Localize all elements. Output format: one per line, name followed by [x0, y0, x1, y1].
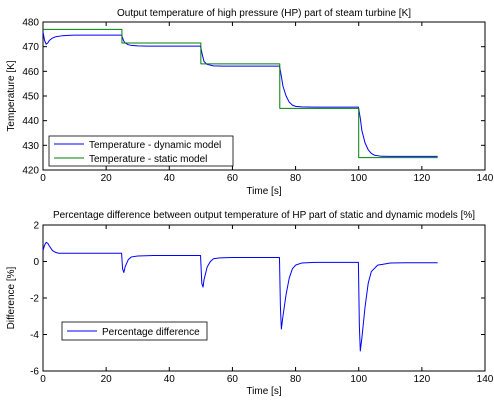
series-line-0 [42, 241, 438, 352]
x-tick-label: 100 [350, 173, 367, 184]
x-tick-label: 0 [40, 374, 46, 385]
axis-ticks: 0 20 40 60 80 100 120 140 -6 -4 -2 0 2 [30, 221, 494, 386]
series-line-1 [43, 28, 438, 159]
legend-box [61, 321, 208, 341]
plot-area [42, 224, 486, 372]
x-tick-label: 60 [227, 374, 239, 385]
x-tick-label: 100 [350, 374, 367, 385]
y-tick-label: 450 [22, 92, 39, 103]
x-tick-label: 120 [414, 173, 431, 184]
x-axis-label: Time [s] [246, 186, 281, 197]
legend-label-difference: Percentage difference [102, 327, 200, 338]
y-tick-label: 440 [22, 116, 39, 127]
series-layer [42, 28, 438, 159]
legend: Temperature - dynamic model Temperature … [48, 135, 234, 167]
x-tick-label: 20 [101, 374, 113, 385]
legend-label-static: Temperature - static model [89, 154, 207, 165]
x-tick-label: 140 [477, 173, 494, 184]
y-tick-label: 2 [33, 221, 39, 232]
x-tick-label: 80 [290, 374, 302, 385]
y-tick-label: 0 [33, 257, 39, 268]
x-tick-label: 40 [164, 374, 176, 385]
y-axis-label: Temperature [K] [6, 60, 17, 131]
x-tick-label: 60 [227, 173, 239, 184]
y-tick-label: -6 [30, 367, 39, 378]
legend-box [48, 135, 234, 167]
x-tick-label: 20 [101, 173, 113, 184]
y-tick-label: 480 [22, 18, 39, 29]
x-tick-label: 140 [477, 374, 494, 385]
x-axis-label: Time [s] [246, 386, 281, 397]
difference-plot: Percentage difference between output tem… [6, 210, 494, 397]
x-tick-label: 120 [414, 374, 431, 385]
x-tick-label: 0 [40, 173, 46, 184]
y-axis-label: Difference [%] [6, 266, 17, 329]
x-tick-label: 40 [164, 173, 176, 184]
chart-title: Output temperature of high pressure (HP)… [117, 8, 411, 19]
y-tick-label: 460 [22, 67, 39, 78]
axis-ticks: 0 20 40 60 80 100 120 140 420 430 440 450 460 470 480 [22, 18, 493, 185]
legend-label-dynamic: Temperature - dynamic model [89, 140, 221, 151]
y-tick-label: 470 [22, 42, 39, 53]
y-tick-label: 420 [22, 166, 39, 177]
y-tick-label: -2 [30, 294, 39, 305]
y-tick-label: 430 [22, 141, 39, 152]
x-tick-label: 80 [290, 173, 302, 184]
temperature-plot: Output temperature of high pressure (HP)… [6, 8, 494, 197]
chart-title: Percentage difference between output tem… [53, 210, 475, 221]
legend: Percentage difference [61, 321, 208, 341]
y-tick-label: -4 [30, 330, 39, 341]
series-layer [42, 241, 438, 352]
